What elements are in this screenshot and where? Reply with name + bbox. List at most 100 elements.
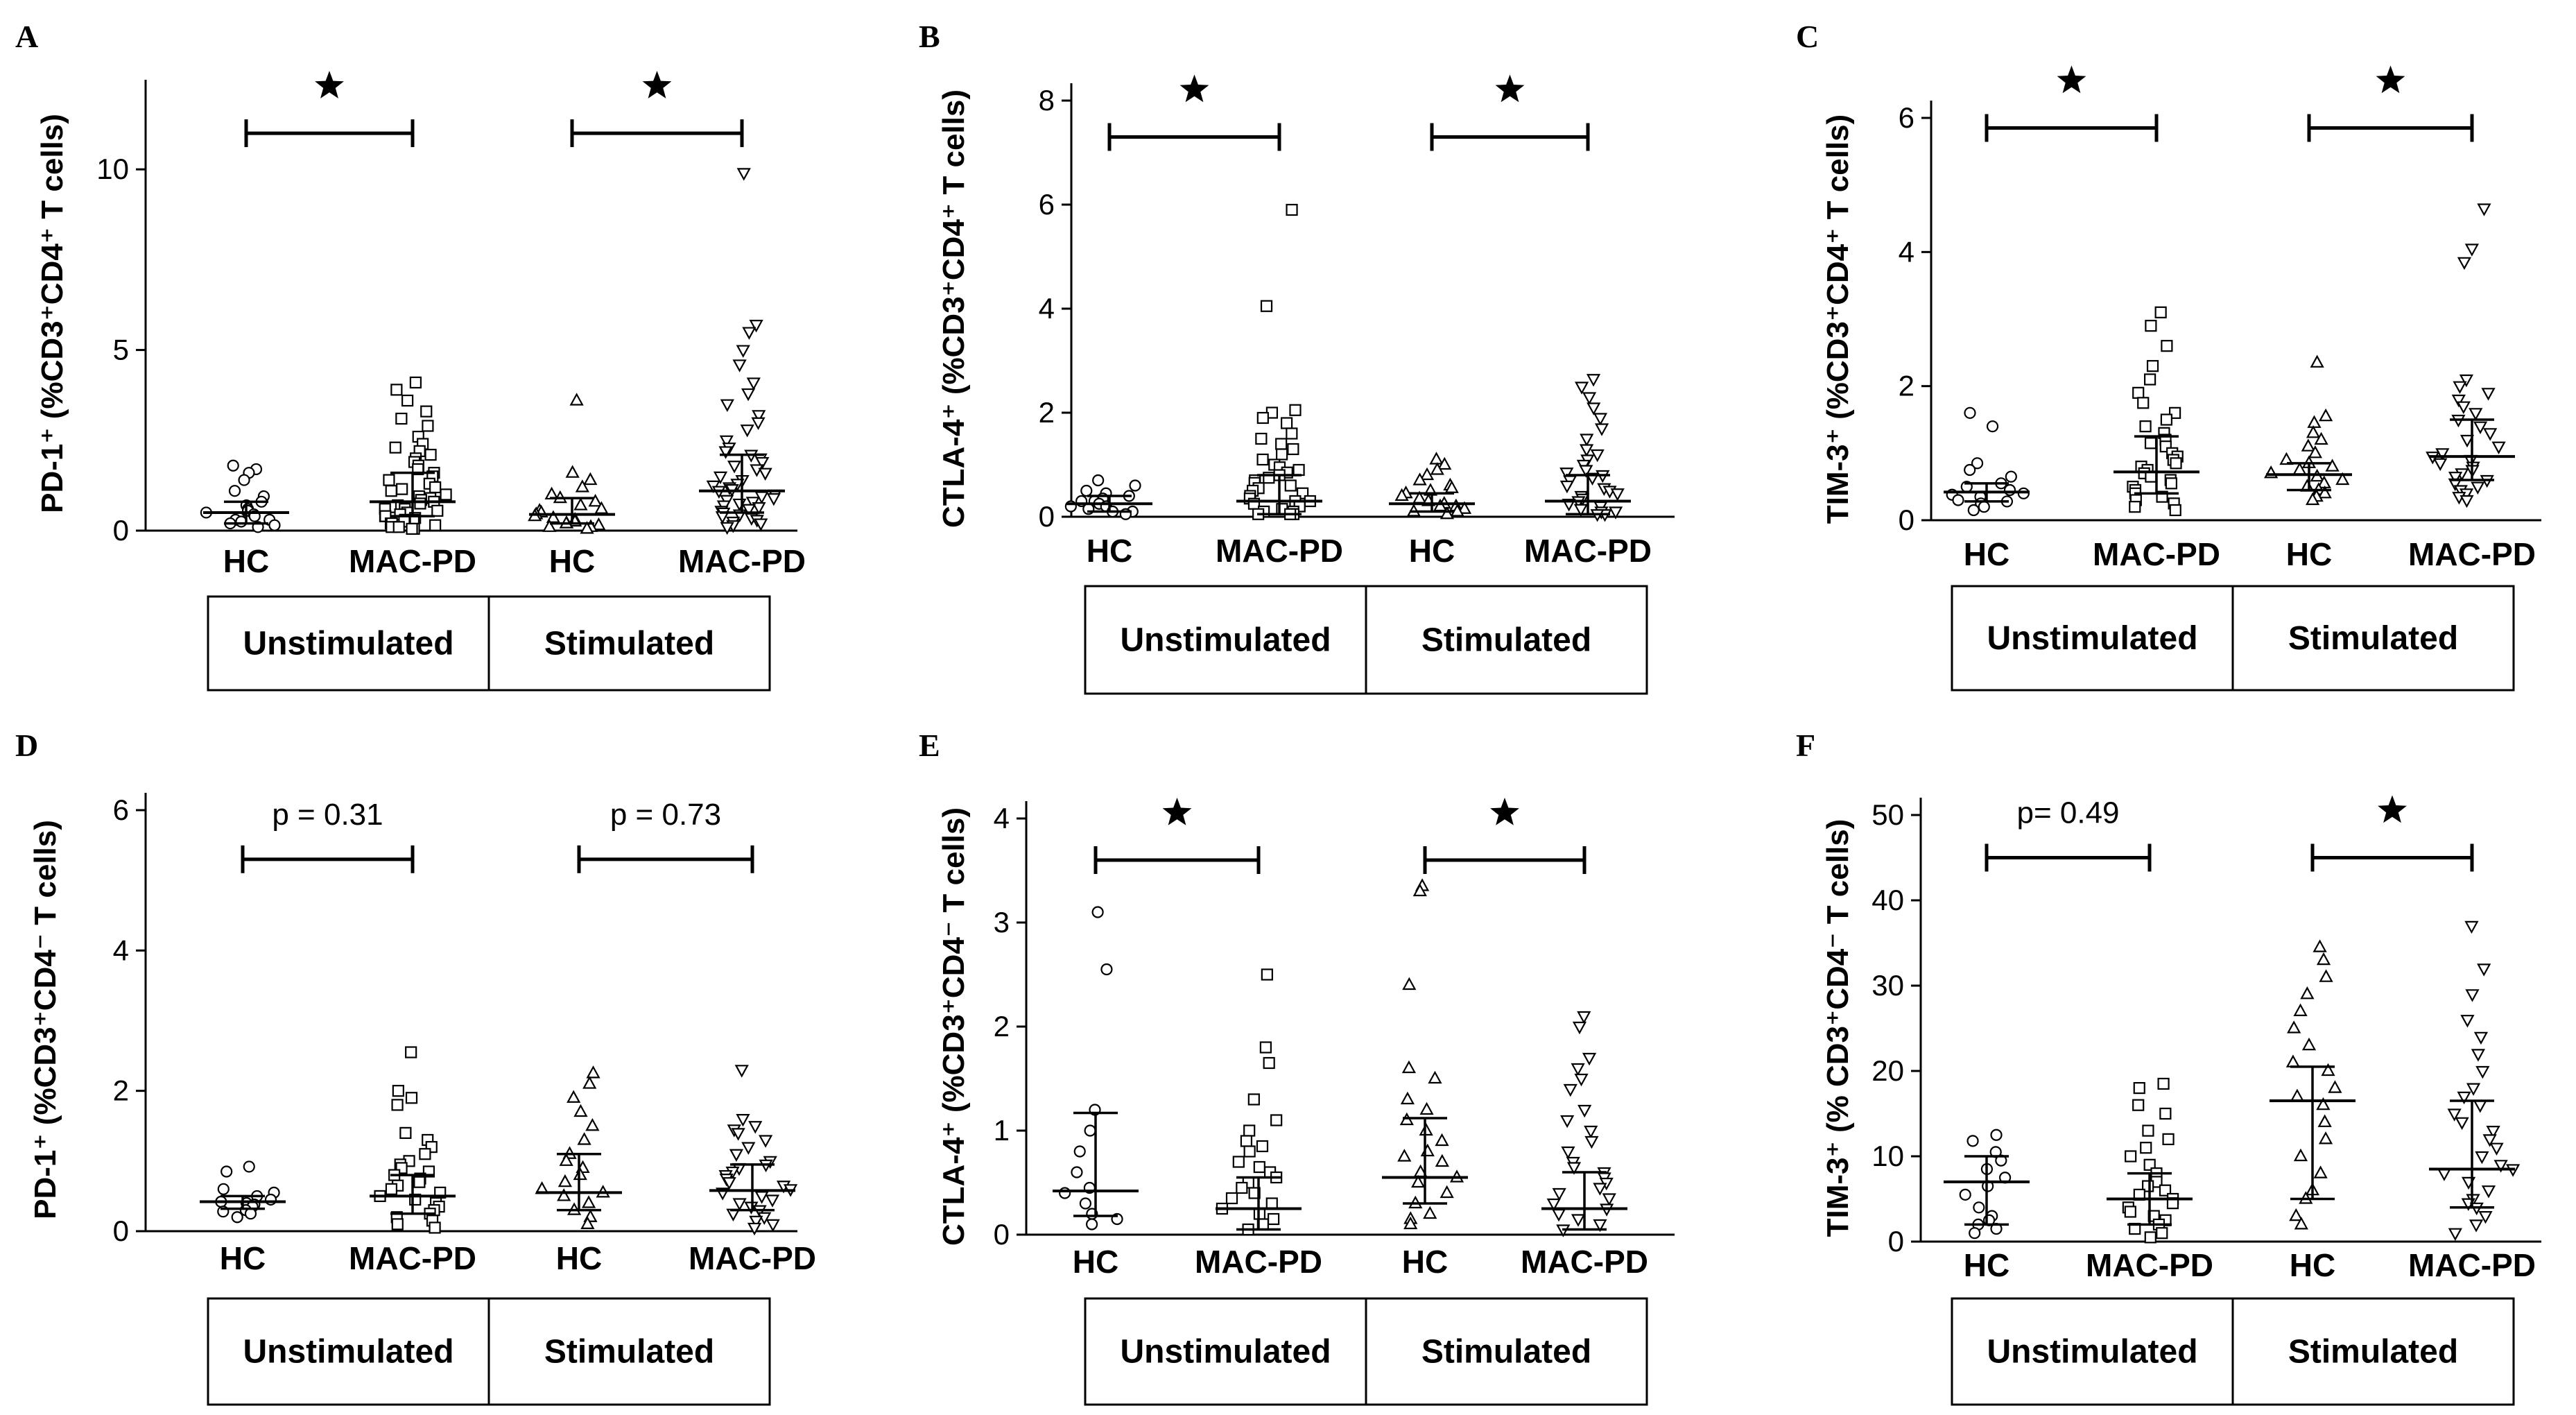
data-point xyxy=(742,327,757,340)
data-point xyxy=(2317,1114,2332,1127)
data-point xyxy=(1289,404,1302,416)
data-point xyxy=(565,465,580,478)
condition-label: Unstimulated xyxy=(243,626,453,662)
data-point xyxy=(1457,501,1472,514)
significance-star-icon xyxy=(642,71,672,98)
data-point xyxy=(758,468,772,481)
data-point xyxy=(2146,360,2159,372)
data-point xyxy=(573,1104,588,1117)
category-label: MAC-PD xyxy=(2408,1247,2536,1283)
data-point xyxy=(1986,420,1999,433)
data-point xyxy=(583,472,598,486)
data-point xyxy=(748,1121,763,1134)
panel-letter: C xyxy=(1796,19,1819,54)
data-point xyxy=(1551,1208,1566,1222)
data-point xyxy=(569,393,584,406)
condition-label: Unstimulated xyxy=(1987,620,2197,657)
category-label: HC xyxy=(1073,1244,1118,1280)
data-point xyxy=(2478,1210,2493,1224)
y-tick-label: 0 xyxy=(1888,1225,1904,1258)
data-point xyxy=(718,446,733,459)
data-point xyxy=(2142,1124,2154,1137)
data-point xyxy=(1276,448,1288,461)
data-point xyxy=(591,517,606,531)
data-point xyxy=(429,519,442,531)
y-axis-label: CTLA-4⁺ (%CD3⁺CD4⁻ T cells) xyxy=(937,807,971,1246)
data-point xyxy=(751,417,766,431)
condition-label: Unstimulated xyxy=(243,1334,453,1371)
data-point xyxy=(734,1065,749,1078)
data-point xyxy=(2285,1054,2301,1067)
panel-letter: B xyxy=(919,19,940,54)
data-point xyxy=(1580,434,1594,447)
data-point xyxy=(736,168,751,181)
data-point xyxy=(1260,300,1273,312)
category-label: MAC-PD xyxy=(2086,1247,2213,1283)
data-point xyxy=(1100,963,1113,976)
panel-letter: E xyxy=(919,728,940,763)
data-point xyxy=(2170,457,2182,470)
data-point xyxy=(1079,1197,1091,1210)
y-tick-label: 0 xyxy=(1899,504,1914,536)
data-point xyxy=(557,1188,571,1201)
condition-label: Unstimulated xyxy=(1120,622,1331,659)
data-point xyxy=(2133,1081,2145,1095)
significance-star-icon xyxy=(1162,798,1192,825)
data-point xyxy=(1247,1093,1260,1106)
data-point xyxy=(1582,1052,1597,1066)
data-point xyxy=(1973,1201,1985,1214)
data-point xyxy=(2465,989,2480,1002)
data-point xyxy=(1419,467,1435,481)
condition-label: Stimulated xyxy=(2288,620,2458,657)
y-tick-label: 0 xyxy=(113,514,129,547)
data-point xyxy=(1566,1162,1582,1175)
significance-star-icon xyxy=(2376,65,2405,94)
panel-e: E CTLA-4⁺ (%CD3⁺CD4⁻ T cells) 0 1 2 3 4 HC MAC-P… xyxy=(919,728,1675,1406)
data-point xyxy=(243,1160,255,1173)
y-tick-label: 5 xyxy=(113,334,129,366)
data-point xyxy=(396,483,408,495)
data-point xyxy=(1240,1135,1253,1147)
data-point xyxy=(409,376,422,389)
data-point xyxy=(1092,474,1105,487)
data-point xyxy=(766,493,781,506)
data-point xyxy=(395,412,408,425)
data-point xyxy=(2162,1133,2175,1146)
data-point xyxy=(1073,1145,1086,1158)
data-point xyxy=(1423,1206,1437,1219)
data-point xyxy=(1437,456,1452,470)
y-tick-label: 1 xyxy=(994,1114,1010,1147)
y-tick-label: 4 xyxy=(113,934,129,966)
category-label: MAC-PD xyxy=(1195,1244,1322,1280)
data-point xyxy=(729,1149,744,1162)
data-point xyxy=(719,435,734,449)
data-point xyxy=(1559,480,1575,494)
p-value-label: p = 0.73 xyxy=(610,798,721,832)
data-point xyxy=(2493,1160,2508,1173)
data-point xyxy=(2448,472,2463,485)
data-point xyxy=(1978,501,1990,513)
data-point xyxy=(1430,462,1444,475)
data-point xyxy=(2316,952,2331,966)
y-axis-label: TIM-3⁺ (% CD3⁺CD4⁻ T cells) xyxy=(1821,819,1855,1237)
data-point xyxy=(2301,438,2315,452)
data-point xyxy=(405,1092,418,1104)
data-point xyxy=(720,399,734,412)
data-point xyxy=(1429,452,1444,465)
data-point xyxy=(429,481,442,494)
data-point xyxy=(1270,1114,1283,1126)
data-point xyxy=(1587,402,1601,415)
data-point xyxy=(1263,1056,1275,1070)
data-point xyxy=(575,479,589,492)
data-point xyxy=(1412,472,1427,486)
data-point xyxy=(419,1148,431,1160)
data-point xyxy=(2460,1015,2475,1028)
data-point xyxy=(1394,488,1409,501)
data-point xyxy=(1577,1011,1591,1024)
category-label: HC xyxy=(549,543,595,579)
data-point xyxy=(2289,1208,2303,1221)
panel-letter: A xyxy=(15,19,38,54)
data-point xyxy=(2473,421,2488,434)
y-tick-label: 0 xyxy=(1039,500,1055,533)
data-point xyxy=(2319,969,2333,982)
